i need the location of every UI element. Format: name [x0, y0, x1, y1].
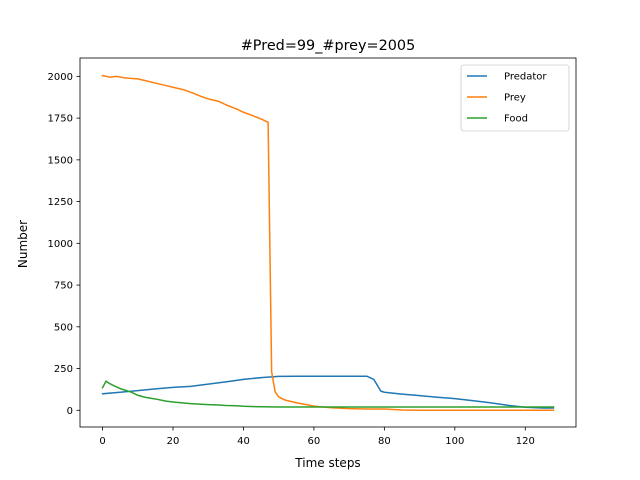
x-tick-label: 20 — [167, 436, 180, 447]
series-line-food — [101, 380, 555, 408]
y-tick-label: 1500 — [48, 155, 73, 166]
x-axis-ticks: 0 20 40 60 80 100 120 — [99, 427, 535, 447]
y-tick-label: 1250 — [48, 197, 73, 208]
y-tick-label: 0 — [67, 406, 73, 417]
series-line-prey — [101, 74, 555, 412]
series-lines — [101, 74, 555, 412]
chart-title: #Pred=99_#prey=2005 — [241, 38, 415, 54]
legend-box — [460, 64, 570, 132]
x-tick-label: 100 — [445, 436, 464, 447]
y-tick-label: 1000 — [48, 239, 73, 250]
x-tick-label: 120 — [516, 436, 535, 447]
plot-area — [79, 57, 577, 428]
axes-frame — [79, 57, 577, 428]
x-tick-label: 0 — [99, 436, 105, 447]
y-tick-label: 250 — [54, 364, 73, 375]
x-tick-label: 80 — [378, 436, 391, 447]
x-tick-label: 60 — [308, 436, 321, 447]
x-axis-label: Time steps — [294, 456, 360, 470]
y-tick-label: 500 — [54, 322, 73, 333]
legend-label: Predator — [504, 72, 547, 83]
legend: Predator Prey Food — [460, 64, 570, 132]
y-tick-label: 1750 — [48, 114, 73, 125]
y-axis-label: Number — [16, 220, 30, 268]
y-tick-label: 750 — [54, 281, 73, 292]
series-line-predator — [101, 375, 555, 409]
x-tick-label: 40 — [237, 436, 250, 447]
legend-label: Food — [504, 114, 528, 125]
y-tick-label: 2000 — [48, 72, 73, 83]
y-axis-ticks: 0 250 500 750 1000 1250 1500 1750 2000 — [48, 72, 80, 417]
legend-label: Prey — [504, 93, 526, 104]
